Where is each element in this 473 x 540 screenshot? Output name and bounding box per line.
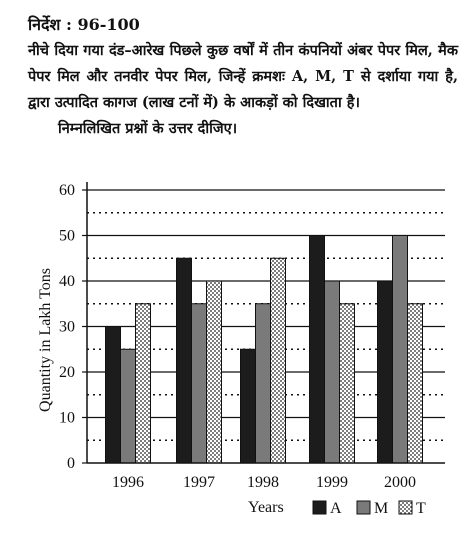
bar-T-1999 bbox=[339, 303, 355, 464]
y-tick-label: 20 bbox=[59, 364, 75, 381]
bar-M-1999 bbox=[324, 280, 340, 464]
bar-M-1998 bbox=[255, 303, 271, 464]
y-axis-title: Quantity in Lakh Tons bbox=[37, 268, 54, 412]
bar-M-1996 bbox=[120, 348, 136, 464]
bar-A-2000 bbox=[377, 280, 393, 464]
instruction-text: निम्नलिखित प्रश्नों के उत्तर दीजिए। bbox=[58, 120, 238, 137]
bar-T-1998 bbox=[270, 257, 286, 464]
bar-M-2000 bbox=[392, 235, 408, 464]
x-axis-title: Years bbox=[248, 499, 284, 516]
y-tick-label: 30 bbox=[59, 319, 75, 336]
bar-A-1996 bbox=[105, 326, 121, 464]
legend-label-M: M bbox=[374, 500, 388, 517]
bar-T-1997 bbox=[206, 280, 222, 464]
bar-T-2000 bbox=[407, 303, 423, 464]
bar-A-1997 bbox=[176, 257, 192, 464]
legend-swatch-M bbox=[356, 500, 371, 515]
y-tick-label: 10 bbox=[59, 410, 75, 427]
bar-A-1998 bbox=[240, 348, 256, 464]
direction-title: निर्देश : 96-100 bbox=[28, 15, 140, 34]
x-tick-label: 2000 bbox=[384, 474, 416, 491]
x-tick-label: 1996 bbox=[112, 474, 144, 491]
y-tick-label: 40 bbox=[59, 273, 75, 290]
y-tick-label: 0 bbox=[67, 455, 75, 472]
legend-label-T: T bbox=[416, 500, 426, 517]
y-tick-label: 60 bbox=[59, 182, 75, 199]
legend-swatch-A bbox=[312, 500, 327, 515]
bar-A-1999 bbox=[309, 235, 325, 464]
x-tick-label: 1998 bbox=[247, 474, 279, 491]
x-tick-label: 1999 bbox=[316, 474, 348, 491]
direction-block: निर्देश : 96-100 नीचे दिया गया दंड–आरेख … bbox=[28, 14, 458, 138]
legend-swatch-T bbox=[398, 500, 413, 515]
direction-text: नीचे दिया गया दंड–आरेख पिछले कुछ वर्षों … bbox=[28, 42, 458, 111]
x-tick-label: 1997 bbox=[183, 474, 215, 491]
bar-T-1996 bbox=[135, 303, 151, 464]
y-tick-label: 50 bbox=[59, 228, 75, 245]
legend-label-A: A bbox=[330, 500, 342, 517]
bar-M-1997 bbox=[191, 303, 207, 464]
